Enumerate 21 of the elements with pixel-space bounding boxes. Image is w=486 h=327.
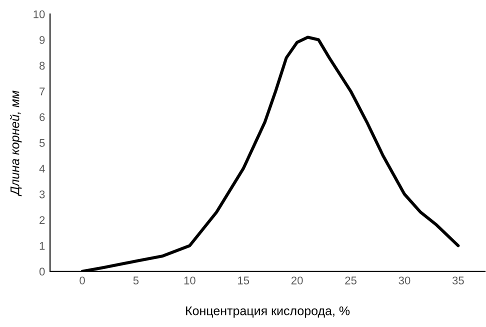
y-axis-title: Длина корней, мм — [10, 90, 22, 196]
x-tick-label: 35 — [452, 276, 464, 284]
y-tick-label: 4 — [39, 164, 45, 172]
y-tick-label: 8 — [40, 62, 45, 70]
y-tick-label: 9 — [40, 36, 45, 44]
y-tick-label: 3 — [39, 190, 45, 198]
x-tick-label: 5 — [133, 276, 139, 284]
x-tick-label: 10 — [184, 276, 196, 284]
y-tick-label: 10 — [34, 10, 45, 18]
y-tick-label: 2 — [40, 216, 45, 224]
y-tick-label: 6 — [40, 113, 45, 122]
y-tick-label: 1 — [40, 242, 45, 250]
x-tick-label: 25 — [345, 276, 356, 284]
y-tick-label: 5 — [39, 139, 45, 147]
x-tick-label: 15 — [238, 276, 250, 284]
y-tick-label: 7 — [40, 88, 45, 96]
x-tick-label: 0 — [80, 276, 85, 284]
x-axis-title: Концентрация кислорода, % — [186, 306, 350, 318]
x-tick-label: 20 — [291, 276, 303, 284]
y-tick-label: 0 — [39, 268, 45, 276]
x-tick-label: 30 — [398, 276, 410, 284]
